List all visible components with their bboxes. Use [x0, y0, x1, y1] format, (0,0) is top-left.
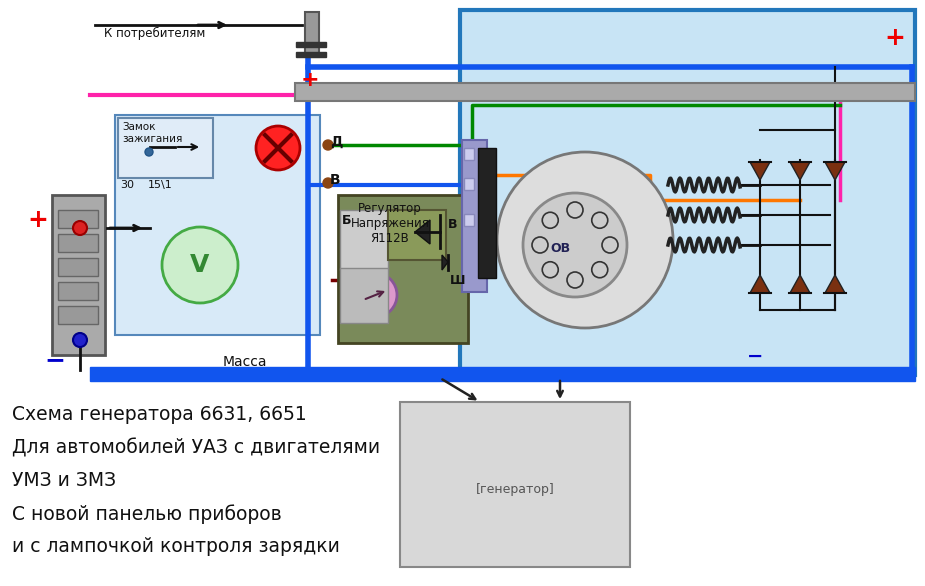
Text: 30: 30 — [120, 180, 134, 190]
Circle shape — [592, 212, 608, 229]
Text: Ш: Ш — [450, 274, 465, 287]
Circle shape — [353, 273, 397, 317]
Bar — [464, 214, 474, 226]
Circle shape — [523, 193, 627, 297]
Circle shape — [542, 212, 559, 229]
Circle shape — [323, 178, 333, 188]
Bar — [388, 210, 446, 260]
Circle shape — [323, 140, 333, 150]
Text: [генератор]: [генератор] — [475, 483, 554, 496]
Bar — [464, 148, 474, 160]
Bar — [295, 83, 915, 101]
Text: ОВ: ОВ — [550, 241, 570, 254]
Bar — [52, 195, 105, 355]
Text: −: − — [746, 346, 763, 366]
Bar — [460, 10, 915, 375]
Text: Схема генератора 6631, 6651: Схема генератора 6631, 6651 — [12, 405, 307, 424]
Text: УМЗ и ЗМЗ: УМЗ и ЗМЗ — [12, 471, 117, 490]
Bar — [58, 234, 98, 252]
Polygon shape — [825, 275, 845, 293]
Text: Б: Б — [342, 214, 352, 227]
Bar — [462, 140, 487, 292]
Text: С новой панелью приборов: С новой панелью приборов — [12, 504, 282, 524]
Bar — [58, 282, 98, 300]
Polygon shape — [825, 162, 845, 180]
Bar — [296, 52, 326, 57]
Circle shape — [256, 126, 300, 170]
Text: Для автомобилей УАЗ с двигателями: Для автомобилей УАЗ с двигателями — [12, 438, 380, 457]
Circle shape — [602, 237, 618, 253]
Bar — [58, 306, 98, 324]
Text: −: − — [44, 348, 66, 372]
Text: V: V — [191, 253, 210, 277]
Polygon shape — [790, 162, 810, 180]
Text: В: В — [330, 173, 340, 187]
Text: +: + — [28, 208, 48, 232]
Circle shape — [162, 227, 238, 303]
Circle shape — [145, 148, 153, 156]
Bar — [340, 210, 388, 270]
Text: В: В — [448, 218, 458, 231]
Bar — [400, 402, 630, 567]
Text: +: + — [301, 70, 319, 90]
Text: Замок
зажигания: Замок зажигания — [122, 122, 182, 144]
Bar — [305, 12, 319, 57]
Circle shape — [497, 152, 673, 328]
Circle shape — [73, 333, 87, 347]
Circle shape — [532, 237, 548, 253]
Text: 15\1: 15\1 — [148, 180, 173, 190]
Bar — [115, 115, 320, 335]
Text: Д: Д — [330, 135, 342, 149]
Bar — [464, 178, 474, 190]
Text: +: + — [884, 26, 906, 50]
Bar — [338, 195, 468, 343]
Polygon shape — [415, 220, 430, 244]
Text: К потребителям: К потребителям — [105, 27, 205, 40]
Circle shape — [592, 262, 608, 278]
Circle shape — [567, 202, 583, 218]
Bar — [58, 210, 98, 228]
Polygon shape — [750, 162, 770, 180]
Text: и с лампочкой контроля зарядки: и с лампочкой контроля зарядки — [12, 537, 339, 556]
Polygon shape — [750, 275, 770, 293]
Bar — [478, 148, 496, 278]
Text: Масса: Масса — [223, 355, 267, 369]
Polygon shape — [442, 255, 448, 270]
Bar — [118, 118, 213, 178]
Circle shape — [542, 262, 559, 278]
Bar — [296, 42, 326, 47]
Circle shape — [73, 221, 87, 235]
Bar — [340, 268, 388, 323]
Circle shape — [567, 272, 583, 288]
Bar — [58, 258, 98, 276]
Text: Регулятор
Напряжения
Я112В: Регулятор Напряжения Я112В — [351, 202, 429, 245]
Bar — [90, 367, 915, 381]
Polygon shape — [790, 275, 810, 293]
